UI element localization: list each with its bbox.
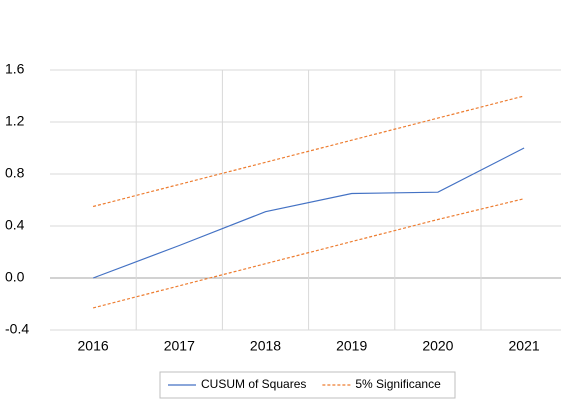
y-tick-label: 0.4 — [5, 217, 25, 233]
legend-label: CUSUM of Squares — [201, 377, 306, 391]
y-tick-label: 1.2 — [5, 113, 25, 129]
series-line — [92, 147, 525, 279]
x-tick-label: 2020 — [422, 338, 453, 354]
y-tick-label: -0.4 — [5, 321, 29, 337]
x-tick-label: 2019 — [336, 338, 367, 354]
legend-label: 5% Significance — [355, 377, 441, 391]
y-tick-label: 1.6 — [5, 61, 25, 77]
y-tick-label: 0.8 — [5, 165, 25, 181]
series-line — [92, 198, 525, 309]
series-line — [92, 95, 525, 208]
x-tick-label: 2021 — [509, 338, 540, 354]
x-tick-label: 2018 — [250, 338, 281, 354]
x-tick-label: 2016 — [78, 338, 109, 354]
y-tick-label: 0.0 — [5, 269, 25, 285]
legend-box — [159, 371, 456, 399]
x-tick-label: 2017 — [164, 338, 195, 354]
